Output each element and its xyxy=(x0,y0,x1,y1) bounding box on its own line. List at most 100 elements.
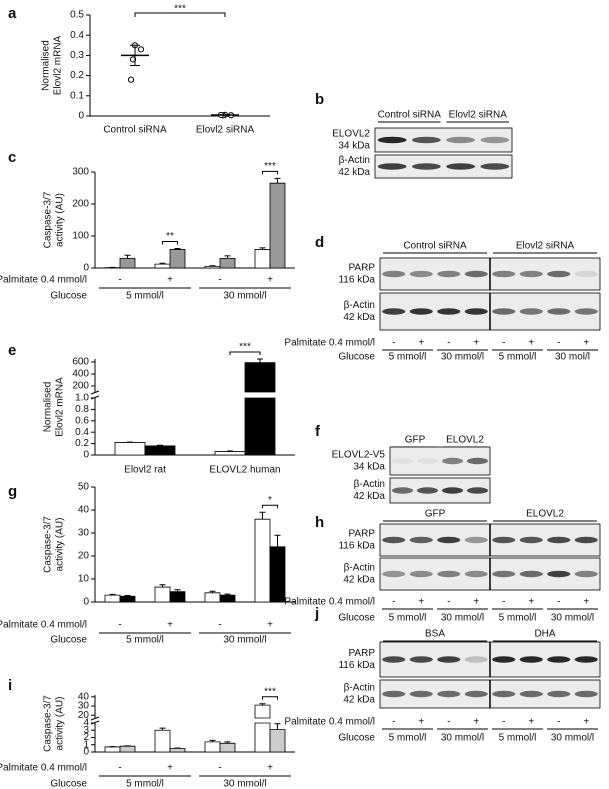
glucose-label: 30 mmol/l xyxy=(441,733,484,744)
y-tick-label: 1 xyxy=(83,739,89,750)
glucose-label: 5 mmol/l xyxy=(499,733,537,744)
palmitate-label: + xyxy=(418,338,424,349)
blot-band xyxy=(464,270,488,278)
glucose-label: 5 mmol/l xyxy=(126,291,164,302)
blot-band xyxy=(547,690,571,698)
bar xyxy=(204,266,221,269)
bar xyxy=(154,729,171,753)
row-label: 42 kDa xyxy=(343,575,375,586)
y-tick-label: 0.3 xyxy=(70,50,84,61)
blot-band xyxy=(409,270,433,278)
palmitate-label: + xyxy=(167,620,173,631)
panel-letter: g xyxy=(8,483,17,500)
x-tick-label: Elovl2 siRNA xyxy=(196,125,255,136)
error-bar xyxy=(259,247,266,250)
y-tick-label: 40 xyxy=(78,505,90,516)
error-bar xyxy=(174,247,181,250)
x-tick-label: Control siRNA xyxy=(103,125,167,136)
blot-band xyxy=(574,536,598,544)
bar xyxy=(119,258,136,269)
blot-band xyxy=(492,656,516,663)
row-label: 42 kDa xyxy=(343,695,375,706)
row-label: 42 kDa xyxy=(353,491,385,502)
error-bar xyxy=(209,265,216,267)
y-tick-label: 300 xyxy=(72,167,89,178)
blot-band xyxy=(467,457,488,465)
blot-band xyxy=(480,136,510,144)
row-label: β-Actin xyxy=(354,479,385,490)
y-tick-label: 0 xyxy=(83,263,89,274)
row-label: PARP xyxy=(349,648,376,659)
y-tick-label: 40 xyxy=(78,691,90,702)
blot-band xyxy=(409,570,433,578)
significance-label: *** xyxy=(239,342,251,353)
error-bar xyxy=(274,177,281,184)
palmitate-label: - xyxy=(218,763,221,774)
error-bar xyxy=(109,593,116,596)
row-label: Palmitate 0.4 mmol/l xyxy=(0,620,87,631)
palmitate-label: - xyxy=(392,597,395,608)
significance-bracket xyxy=(229,351,261,355)
blot-band xyxy=(377,163,407,170)
significance-label: *** xyxy=(264,686,276,697)
y-tick-label: 10 xyxy=(78,574,90,585)
blot-band xyxy=(574,570,598,578)
y-tick-label: 0.8 xyxy=(75,404,89,415)
palmitate-label: - xyxy=(557,597,560,608)
palmitate-label: - xyxy=(557,717,560,728)
row-label: Glucose xyxy=(338,733,375,744)
error-bar xyxy=(257,358,263,363)
blot-band xyxy=(547,536,571,544)
palmitate-label: + xyxy=(418,717,424,728)
row-label: PARP xyxy=(349,529,376,540)
blot-band xyxy=(392,487,413,494)
error-bar xyxy=(124,254,131,259)
blot-band xyxy=(382,536,406,544)
error-bar xyxy=(209,590,216,593)
error-bar xyxy=(259,703,266,706)
blot-band xyxy=(446,163,476,170)
y-tick-label: 400 xyxy=(72,369,89,380)
row-label: Palmitate 0.4 mmol/l xyxy=(284,338,375,349)
blot-band xyxy=(574,656,598,663)
palmitate-label: + xyxy=(528,597,534,608)
bar xyxy=(119,745,136,753)
palmitate-label: + xyxy=(583,717,589,728)
bar xyxy=(169,249,186,269)
blot-band xyxy=(492,270,516,278)
y-tick-label: 20 xyxy=(78,710,90,721)
glucose-label: 30 mmol/l xyxy=(441,352,484,363)
y-tick-label: 0.4 xyxy=(70,30,84,41)
y-tick-label: 3 xyxy=(83,725,89,736)
blot-band xyxy=(519,690,543,698)
row-label: β-Actin xyxy=(339,155,370,166)
row-label: Palmitate 0.4 mmol/l xyxy=(284,597,375,608)
y-axis-label: Caspase-3/7 xyxy=(43,516,54,573)
row-label: ELOVL2 xyxy=(332,129,370,140)
y-tick-label: 4 xyxy=(83,718,89,729)
error-bar xyxy=(159,262,166,265)
blot-band xyxy=(442,457,463,465)
row-label: Palmitate 0.4 mmol/l xyxy=(0,763,87,774)
blot-band xyxy=(382,270,406,278)
blot-band xyxy=(464,570,488,578)
row-label: 34 kDa xyxy=(338,141,370,152)
bar xyxy=(219,594,236,603)
blot-band xyxy=(437,536,461,544)
bar xyxy=(219,258,236,269)
palmitate-label: - xyxy=(557,338,560,349)
y-tick-label: 0.4 xyxy=(75,427,89,438)
data-point xyxy=(127,76,135,83)
row-label: 34 kDa xyxy=(353,462,385,473)
palmitate-label: - xyxy=(118,763,121,774)
panel-letter: h xyxy=(315,514,324,531)
blot-strip xyxy=(374,154,513,179)
y-tick-label: 0.6 xyxy=(75,415,89,426)
palmitate-label: - xyxy=(502,338,505,349)
glucose-label: 30 mmol/l xyxy=(223,635,266,646)
error-bar xyxy=(224,255,231,259)
blot-band xyxy=(377,136,407,144)
blot-band xyxy=(382,690,406,698)
palmitate-label: + xyxy=(167,275,173,286)
glucose-label: 5 mmol/l xyxy=(499,352,537,363)
